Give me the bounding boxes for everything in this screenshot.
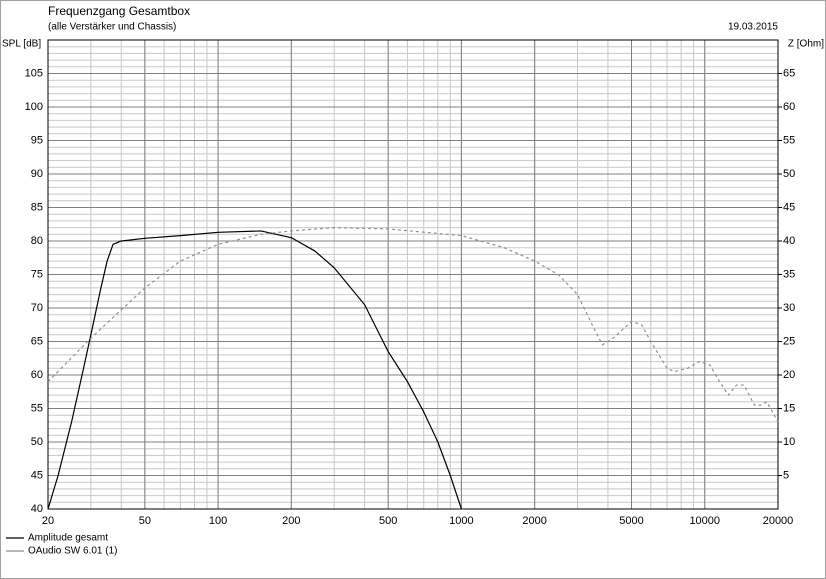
y2-tick-label: 25 bbox=[783, 335, 795, 347]
y2-tick-label: 30 bbox=[783, 302, 795, 314]
y-tick-label: 85 bbox=[31, 201, 43, 213]
x-tick-label: 5000 bbox=[619, 515, 643, 527]
y2-tick-label: 35 bbox=[783, 268, 795, 280]
series-line bbox=[47, 226, 779, 423]
y2-tick-label: 20 bbox=[783, 369, 795, 381]
y-axis-label: SPL [dB] bbox=[2, 39, 41, 50]
legend-label: Amplitude gesamt bbox=[28, 533, 108, 544]
y-tick-label: 100 bbox=[25, 101, 43, 113]
y2-axis-label: Z [Ohm] bbox=[788, 39, 824, 50]
y2-tick-label: 60 bbox=[783, 101, 795, 113]
y2-tick-label: 10 bbox=[783, 436, 795, 448]
x-tick-label: 50 bbox=[139, 515, 151, 527]
y2-tick-label: 5 bbox=[783, 469, 789, 481]
x-tick-label: 20 bbox=[42, 515, 54, 527]
plot-border bbox=[47, 39, 779, 510]
y2-tick-label: 55 bbox=[783, 134, 795, 146]
chart-title: Frequenzgang Gesamtbox bbox=[48, 4, 190, 18]
x-tick-label: 20000 bbox=[763, 515, 794, 527]
y-tick-label: 105 bbox=[25, 67, 43, 79]
y-tick-label: 60 bbox=[31, 369, 43, 381]
y-tick-label: 95 bbox=[31, 134, 43, 146]
y-tick-label: 80 bbox=[31, 235, 43, 247]
x-tick-label: 200 bbox=[282, 515, 300, 527]
chart-subtitle: (alle Verstärker und Chassis) bbox=[48, 22, 176, 33]
series-line bbox=[47, 230, 462, 510]
y-tick-label: 65 bbox=[31, 335, 43, 347]
y-tick-label: 40 bbox=[31, 503, 43, 515]
x-tick-label: 500 bbox=[379, 515, 397, 527]
y2-tick-label: 15 bbox=[783, 402, 795, 414]
x-tick-label: 10000 bbox=[689, 515, 720, 527]
date: 19.03.2015 bbox=[728, 22, 778, 33]
y-tick-label: 50 bbox=[31, 436, 43, 448]
y2-tick-label: 50 bbox=[783, 168, 795, 180]
y2-tick-label: 45 bbox=[783, 201, 795, 213]
y-tick-label: 45 bbox=[31, 469, 43, 481]
y-tick-label: 90 bbox=[31, 168, 43, 180]
x-tick-label: 2000 bbox=[522, 515, 546, 527]
x-tick-label: 100 bbox=[209, 515, 227, 527]
y-tick-label: 75 bbox=[31, 268, 43, 280]
y2-tick-label: 40 bbox=[783, 235, 795, 247]
y-tick-label: 55 bbox=[31, 402, 43, 414]
x-tick-label: 1000 bbox=[449, 515, 473, 527]
y-tick-label: 70 bbox=[31, 302, 43, 314]
y2-tick-label: 65 bbox=[783, 67, 795, 79]
legend-label: OAudio SW 6.01 (1) bbox=[28, 546, 117, 557]
